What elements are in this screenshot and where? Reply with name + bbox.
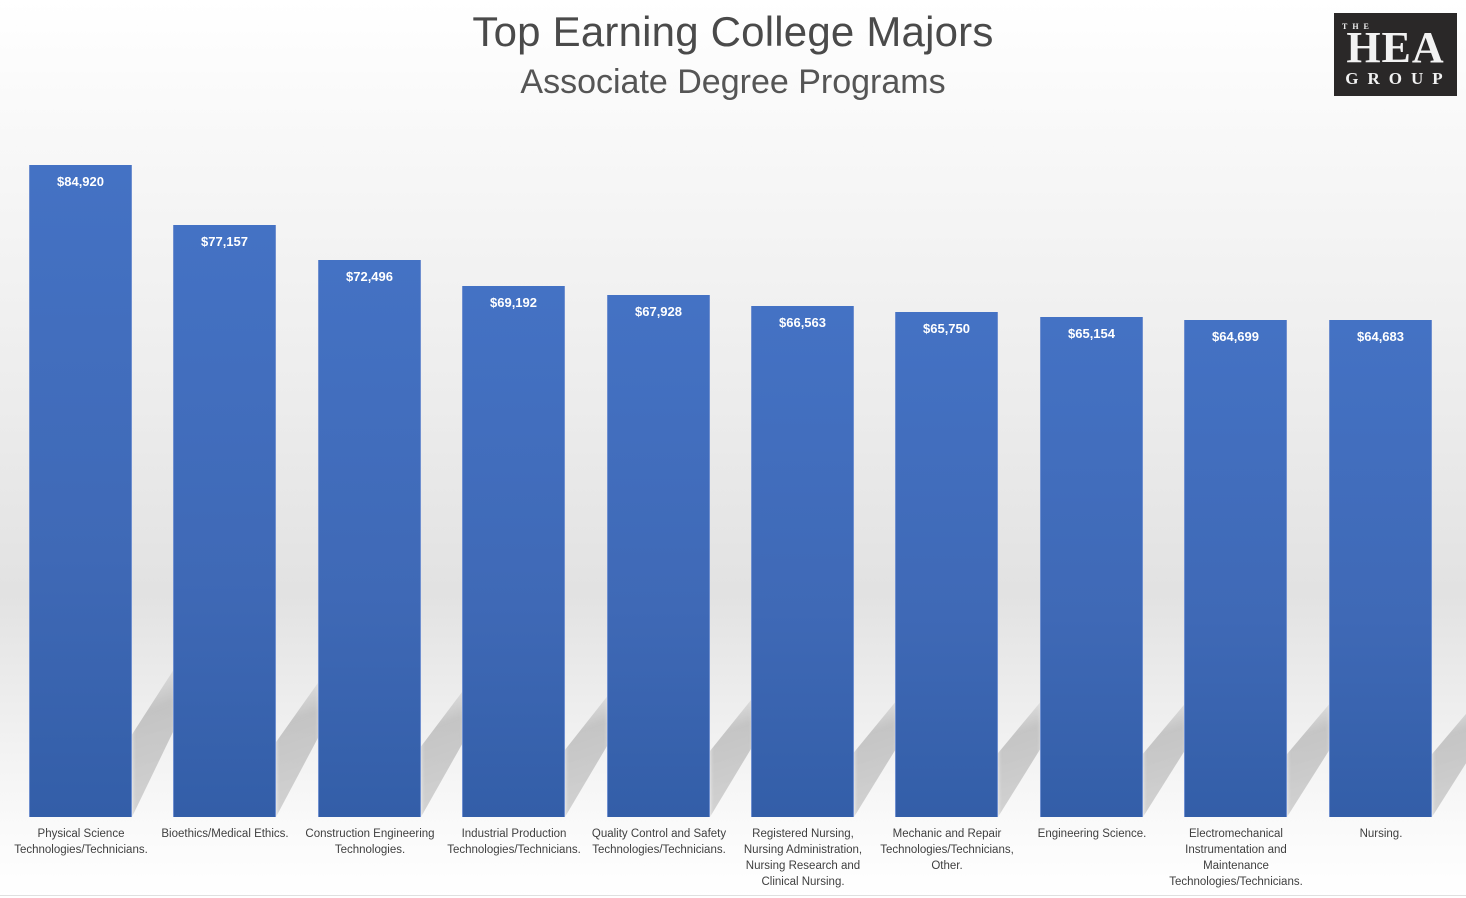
- category-label: Mechanic and Repair Technologies/Technic…: [880, 828, 1014, 872]
- logo-group: GROUP: [1345, 69, 1452, 88]
- bar: $65,154: [1040, 317, 1143, 817]
- bar-value-label: $64,699: [1212, 329, 1259, 344]
- bar: $66,563: [751, 306, 854, 817]
- bar-shadow: [276, 680, 320, 817]
- bar-value-label: $64,683: [1357, 329, 1404, 344]
- category-label: Physical Science Technologies/Technician…: [14, 828, 148, 856]
- bar-shadow: [1143, 702, 1187, 817]
- bar-value-label: $67,928: [635, 304, 682, 319]
- bar-shadow: [710, 696, 754, 817]
- bar: $65,750: [895, 312, 998, 817]
- bar-shadow: [565, 694, 609, 817]
- bar-value-label: $77,157: [201, 234, 248, 249]
- bar: $77,157: [173, 225, 276, 817]
- bar: $64,683: [1329, 320, 1432, 817]
- bar-shadow: [854, 699, 898, 817]
- bar: $64,699: [1184, 320, 1287, 817]
- hea-group-logo: THE HEA GROUP: [1334, 13, 1457, 96]
- logo-the: THE: [1342, 22, 1374, 31]
- bar-value-label: $69,192: [490, 295, 537, 310]
- category-label: Industrial Production Technologies/Techn…: [447, 828, 581, 856]
- category-label: Engineering Science.: [1037, 828, 1147, 840]
- bar-shadow: [421, 688, 465, 817]
- bar-value-label: $66,563: [779, 315, 826, 330]
- category-label: Quality Control and Safety Technologies/…: [591, 828, 727, 856]
- bar: $69,192: [462, 286, 565, 817]
- bar: $72,496: [318, 260, 421, 817]
- bar-value-label: $72,496: [346, 269, 393, 284]
- category-label: Registered Nursing, Nursing Administrati…: [743, 828, 863, 888]
- bar-value-label: $65,750: [923, 321, 970, 336]
- logo-hea: HEA: [1346, 23, 1445, 72]
- bar: $84,920: [29, 165, 132, 817]
- bar-shadow: [998, 700, 1042, 817]
- bar-value-label: $84,920: [57, 174, 104, 189]
- category-label: Bioethics/Medical Ethics.: [161, 828, 289, 840]
- chart-subtitle: Associate Degree Programs: [520, 63, 946, 101]
- bar: $67,928: [607, 295, 710, 817]
- category-label: Construction Engineering Technologies.: [305, 828, 435, 856]
- category-label: Electromechanical Instrumentation and Ma…: [1169, 828, 1303, 888]
- bottom-divider: [0, 895, 1466, 896]
- bar-shadow: [132, 667, 176, 817]
- category-label: Nursing.: [1359, 828, 1403, 840]
- bar-value-label: $65,154: [1068, 326, 1115, 341]
- chart-title: Top Earning College Majors: [472, 8, 994, 55]
- bar-shadow: [1287, 702, 1331, 817]
- bar-shadow: [1432, 702, 1466, 817]
